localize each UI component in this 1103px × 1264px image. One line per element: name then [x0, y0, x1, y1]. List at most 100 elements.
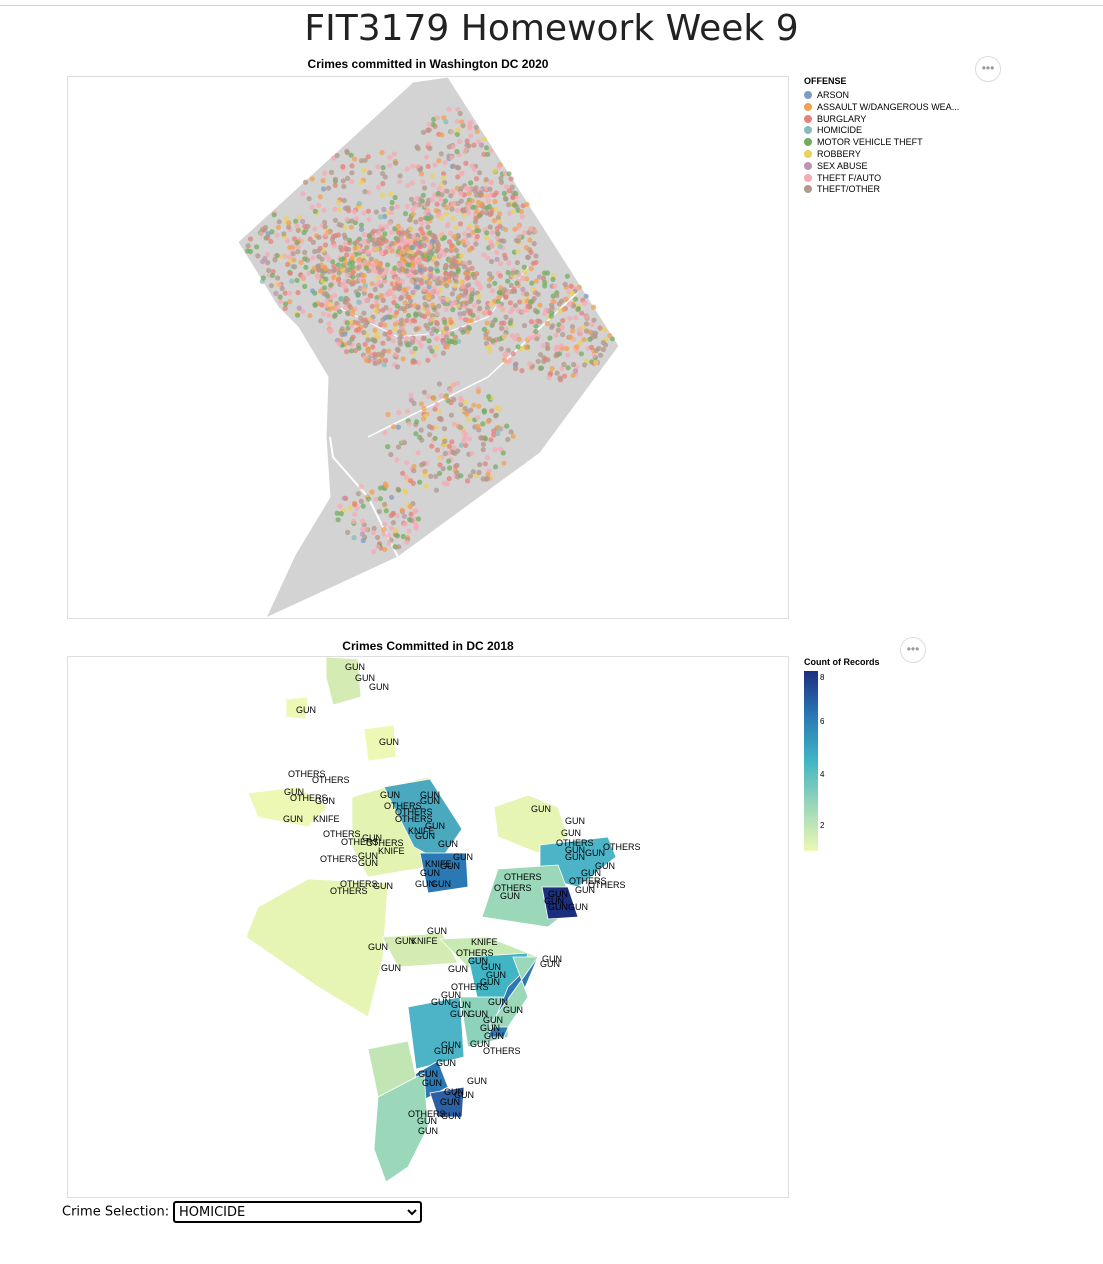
choropleth-region[interactable] — [285, 696, 309, 720]
legend-item[interactable]: THEFT/OTHER — [804, 183, 880, 195]
crime-point — [492, 168, 498, 174]
choropleth-region[interactable] — [245, 878, 389, 1018]
crime-point — [461, 231, 468, 237]
crime-selection-dropdown[interactable]: HOMICIDE — [173, 1201, 423, 1223]
legend-item[interactable]: THEFT F/AUTO — [804, 172, 881, 184]
crime-point — [296, 214, 303, 221]
crime-point — [356, 345, 362, 351]
weapon-label: GUN — [434, 1046, 454, 1056]
crime-point — [358, 179, 364, 186]
crime-point — [498, 346, 504, 352]
crime-point — [502, 352, 508, 358]
crime-point — [434, 268, 441, 274]
crime-point — [324, 298, 330, 304]
crime-point — [478, 142, 485, 148]
crime-point — [321, 207, 327, 213]
legend-item[interactable]: ROBBERY — [804, 148, 861, 160]
crime-point — [570, 328, 576, 334]
choropleth-region[interactable] — [493, 794, 569, 854]
crime-point — [381, 206, 387, 213]
choropleth-region[interactable] — [541, 886, 579, 920]
crime-point — [322, 223, 328, 230]
crime-point — [470, 312, 476, 318]
choropleth-region[interactable] — [363, 724, 397, 762]
crime-point — [387, 329, 393, 335]
legend-item[interactable]: HOMICIDE — [804, 124, 862, 136]
crime-point — [273, 290, 279, 296]
crime-point — [372, 351, 378, 357]
crime-point — [577, 327, 583, 333]
choropleth-region[interactable] — [419, 852, 469, 894]
crime-point — [370, 268, 376, 274]
crime-point — [349, 170, 355, 176]
legend-item[interactable]: MOTOR VEHICLE THEFT — [804, 136, 923, 148]
crime-point — [287, 290, 293, 296]
choropleth-region[interactable] — [247, 786, 329, 828]
map2-actions-menu-icon[interactable]: ••• — [900, 637, 926, 663]
crime-point — [508, 282, 514, 289]
dc-crime-choropleth-map[interactable]: GUNGUNGUNGUNGUNOTHERSOTHERSGUNOTHERSGUNG… — [68, 657, 788, 1197]
crime-point — [449, 206, 455, 212]
crime-point — [382, 501, 388, 507]
crime-point — [589, 321, 595, 328]
crime-point — [458, 395, 464, 401]
dc-crime-point-map[interactable] — [68, 77, 788, 618]
crime-point — [496, 295, 502, 301]
weapon-label: GUN — [544, 896, 564, 906]
crime-point — [476, 469, 482, 476]
crime-point — [392, 321, 398, 327]
crime-point — [265, 234, 271, 240]
crime-point — [349, 163, 355, 169]
crime-point — [406, 528, 412, 534]
crime-point — [564, 273, 570, 279]
crime-point — [467, 473, 473, 479]
crime-point — [480, 447, 486, 453]
crime-point — [444, 283, 450, 289]
map1-legend-title: OFFENSE — [804, 76, 847, 86]
crime-point — [508, 176, 514, 182]
choropleth-region[interactable] — [407, 996, 465, 1070]
crime-point — [417, 479, 423, 485]
legend-item[interactable]: BURGLARY — [804, 113, 866, 125]
crime-point — [283, 216, 289, 222]
crime-point — [440, 350, 446, 356]
choropleth-region[interactable] — [429, 1086, 465, 1118]
crime-point — [447, 230, 453, 236]
crime-point — [467, 201, 473, 207]
crime-point — [416, 339, 423, 345]
choropleth-region[interactable] — [381, 932, 459, 968]
crime-point — [367, 170, 373, 176]
crime-point — [336, 221, 342, 228]
crime-point — [365, 346, 371, 352]
choropleth-region[interactable] — [367, 1040, 417, 1098]
crime-point — [451, 234, 457, 240]
crime-point — [375, 164, 381, 170]
choropleth-region[interactable] — [383, 778, 463, 862]
crime-point — [442, 438, 448, 444]
crime-point — [344, 216, 350, 222]
legend-item[interactable]: SEX ABUSE — [804, 160, 868, 172]
crime-point — [415, 450, 421, 456]
legend-item[interactable]: ASSAULT W/DANGEROUS WEA... — [804, 101, 959, 113]
crime-point — [425, 208, 431, 214]
crime-point — [474, 271, 480, 277]
crime-point — [515, 344, 521, 350]
crime-point — [489, 408, 495, 414]
crime-point — [353, 327, 359, 333]
crime-point — [282, 305, 288, 311]
crime-point — [361, 167, 367, 173]
crime-point — [418, 427, 424, 433]
crime-point — [455, 234, 461, 240]
crime-point — [356, 200, 362, 207]
crime-point — [507, 320, 513, 326]
map1-actions-menu-icon[interactable]: ••• — [975, 56, 1001, 82]
choropleth-region[interactable] — [325, 657, 362, 706]
choropleth-region[interactable] — [487, 956, 539, 1028]
legend-item[interactable]: ARSON — [804, 89, 849, 101]
crime-point — [375, 544, 381, 550]
crime-point — [379, 240, 385, 246]
crime-point — [449, 242, 455, 248]
crime-point — [570, 361, 577, 368]
choropleth-region[interactable] — [373, 1072, 429, 1183]
crime-point — [561, 306, 567, 312]
